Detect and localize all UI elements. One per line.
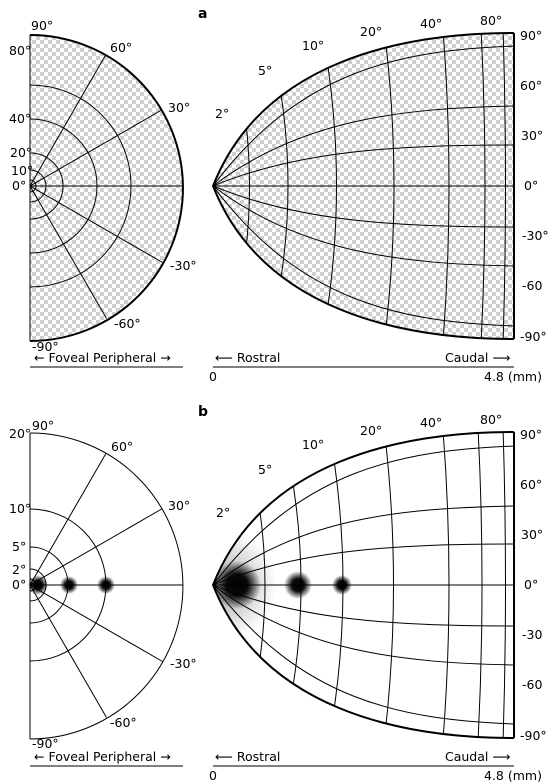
panel-a-vis-polar-neg60: -60°	[114, 316, 141, 331]
panel-b-vis-polar-neg90: -90°	[32, 736, 59, 751]
panel-a-col-polar-60: 60°	[520, 78, 542, 93]
panel-b-collicular-map	[211, 431, 515, 739]
panel-a-col-ecc-20: 20°	[360, 24, 382, 39]
panel-a-letter: a	[198, 6, 207, 22]
panel-b-col-polar-90: 90°	[520, 427, 542, 442]
panel-b-vis-polar-60: 60°	[111, 439, 133, 454]
panel-a-scale-end: 4.8 (mm)	[484, 369, 542, 384]
panel-a-scale-start: 0	[209, 369, 217, 384]
panel-a-vis-polar-60: 60°	[110, 40, 132, 55]
panel-a-col-ecc-2: 2°	[215, 106, 229, 121]
panel-a-col-polar-neg90: -90°	[520, 329, 547, 344]
panel-b-col-polar-neg90: -90°	[520, 728, 547, 743]
panel-b-vis-ecc-2: 2°	[12, 562, 26, 577]
panel-b-col-polar-neg60: -60	[522, 677, 542, 692]
panel-b-col-polar-neg30: -30	[522, 627, 542, 642]
panel-a-rostral-label: ⟵ Rostral	[215, 350, 280, 365]
panel-b-visual-field	[28, 432, 184, 740]
panel-a-col-polar-30: 30°	[521, 128, 543, 143]
panel-b-rostral-label: ⟵ Rostral	[215, 749, 280, 764]
panel-b-col-polar-30: 30°	[521, 527, 543, 542]
panel-b-col-ecc-2: 2°	[216, 505, 230, 520]
panel-a-caudal-label: Caudal ⟶	[445, 350, 510, 365]
panel-b-caudal-label: Caudal ⟶	[445, 749, 510, 764]
panel-a-vis-polar-neg90: -90°	[32, 339, 59, 354]
panel-a-col-ecc-80: 80°	[480, 13, 502, 28]
panel-b-vis-ecc-5: 5°	[12, 539, 26, 554]
panel-b-vis-stimulus-1	[28, 575, 48, 595]
panel-b: b 0° 2° 5° 10° 20°	[9, 404, 547, 783]
panel-b-scale-end: 4.8 (mm)	[484, 768, 542, 783]
panel-a-col-ecc-5: 5°	[258, 63, 272, 78]
panel-b-vis-polar-neg60: -60°	[110, 715, 137, 730]
panel-a-col-polar-90: 90°	[520, 28, 542, 43]
panel-a-vis-ecc-0: 0°	[12, 178, 26, 193]
panel-a-vis-polar-neg30: -30°	[170, 258, 197, 273]
panel-b-col-polar-60: 60°	[520, 477, 542, 492]
panel-a-col-ecc-40: 40°	[420, 16, 442, 31]
panel-a-vis-ecc-40: 40°	[9, 111, 31, 126]
panel-b-col-polar-0: 0°	[524, 577, 538, 592]
panel-a-visual-field	[29, 34, 184, 342]
panel-b-col-ecc-5: 5°	[258, 462, 272, 477]
panel-b-scale-start: 0	[209, 768, 217, 783]
panel-b-vis-ecc-20: 20°	[9, 426, 31, 441]
panel-b-vis-stimulus-2	[60, 576, 78, 594]
panel-b-vis-ecc-0: 0°	[12, 577, 26, 592]
panel-a-col-ecc-10: 10°	[302, 38, 324, 53]
panel-a-col-polar-neg60: -60	[522, 278, 542, 293]
panel-b-letter: b	[198, 404, 208, 420]
panel-a-vis-ecc-80: 80°	[9, 43, 31, 58]
panel-a-visual-field-fill	[30, 35, 183, 341]
panel-a-vis-polar-30: 30°	[168, 100, 190, 115]
panel-a-col-polar-0: 0°	[524, 178, 538, 193]
panel-a: a 0° 10° 20° 40°	[9, 6, 549, 384]
panel-b-vis-ecc-10: 10°	[9, 501, 31, 516]
panel-a-col-polar-neg30: -30°	[522, 228, 549, 243]
panel-b-foveal-peripheral-label: ← Foveal Peripheral →	[34, 749, 171, 764]
panel-b-vis-stimulus-3	[97, 576, 115, 594]
panel-b-vis-polar-90: 90°	[32, 418, 54, 433]
panel-a-foveal-peripheral-label: ← Foveal Peripheral →	[34, 350, 171, 365]
panel-b-vis-polar-30: 30°	[168, 498, 190, 513]
panel-b-col-ecc-80: 80°	[480, 412, 502, 427]
panel-b-col-ecc-10: 10°	[302, 437, 324, 452]
panel-b-col-ecc-20: 20°	[360, 423, 382, 438]
panel-a-vis-polar-90: 90°	[31, 18, 53, 33]
panel-b-col-ecc-40: 40°	[420, 415, 442, 430]
panel-a-vis-ecc-10: 10°	[11, 163, 33, 178]
panel-a-vis-ecc-20: 20°	[10, 145, 32, 160]
panel-b-vis-polar-neg30: -30°	[170, 656, 197, 671]
